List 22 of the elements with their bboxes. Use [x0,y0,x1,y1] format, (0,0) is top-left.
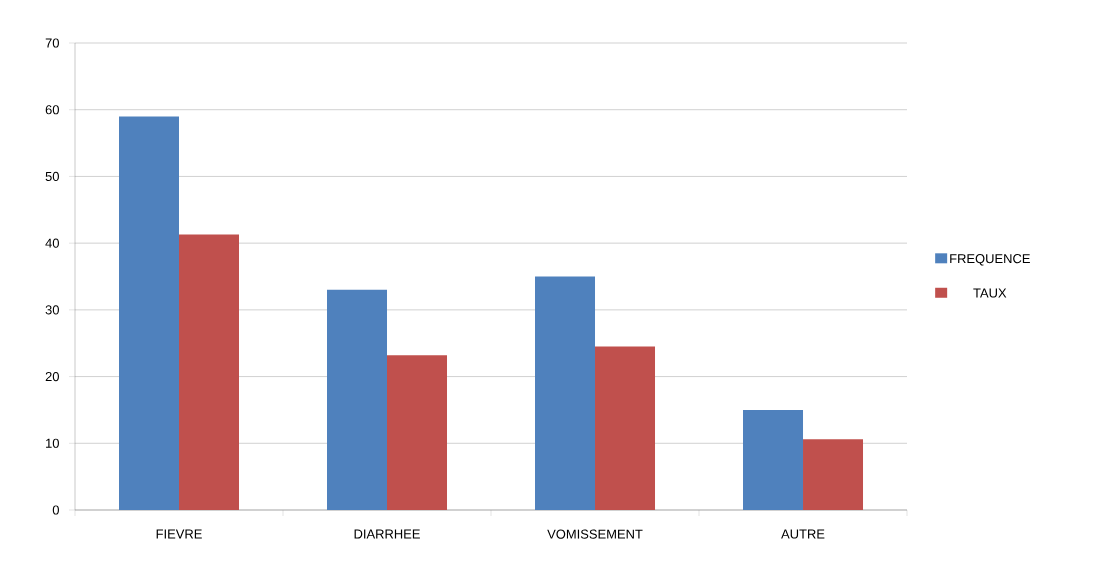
bar [535,276,596,510]
bar [119,116,179,510]
y-tick-label: 70 [45,38,59,48]
x-tick-label: AUTRE [781,529,825,539]
y-tick-label: 10 [46,438,59,448]
y-tick-label: 50 [45,171,59,182]
y-tick-label: 40 [45,238,59,248]
bar [327,289,387,510]
bar [743,409,804,510]
bar [387,355,447,510]
y-tick-label: 20 [45,371,59,382]
y-tick-label: 60 [45,105,59,115]
bar [595,346,656,510]
y-tick-label: 0 [52,505,59,515]
bar [179,234,239,510]
x-tick-label: FIEVRE [156,529,202,539]
x-tick-label: VOMISSEMENT [547,529,643,539]
y-tick-label: 30 [45,305,59,315]
legend-label: FREQUENCE [950,254,1030,266]
x-tick-label: DIARRHEE [354,529,420,539]
bar [803,439,864,510]
legend-label: TAUX [973,288,1007,298]
